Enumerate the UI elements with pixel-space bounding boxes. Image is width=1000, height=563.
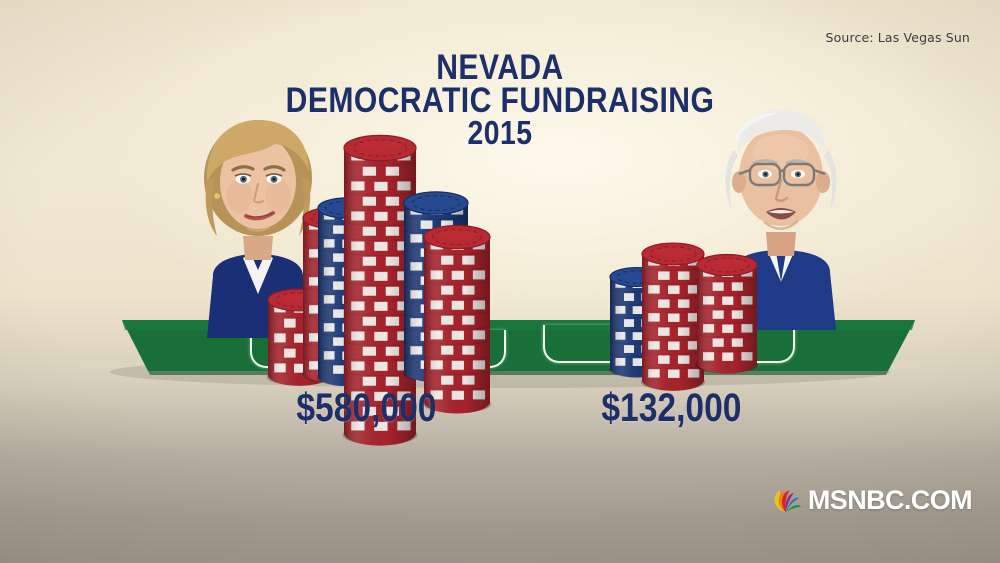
title-line-topic: DEMOCRATIC FUNDRAISING <box>285 80 715 120</box>
chip-stack-red <box>695 253 759 374</box>
title-line-year: 2015 <box>467 114 533 152</box>
chip-stack-red <box>640 242 706 391</box>
amount-clinton: $580,000 <box>296 386 437 430</box>
hillary-clinton-portrait <box>204 120 312 338</box>
msnbc-logo-text: MSNBC.COM <box>807 485 973 515</box>
nbc-peacock-icon <box>774 490 801 512</box>
msnbc-logo: MSNBC.COM <box>770 485 973 516</box>
source-credit: Source: Las Vegas Sun <box>825 30 970 45</box>
title-line-state: NEVADA <box>436 48 564 87</box>
page-title: NEVADA DEMOCRATIC FUNDRAISING 2015 <box>0 48 1000 152</box>
eyeglasses-icon <box>738 162 826 187</box>
chip-stack-red <box>422 224 492 414</box>
amount-sanders: $132,000 <box>601 386 742 430</box>
chip-stack-red <box>342 134 418 446</box>
